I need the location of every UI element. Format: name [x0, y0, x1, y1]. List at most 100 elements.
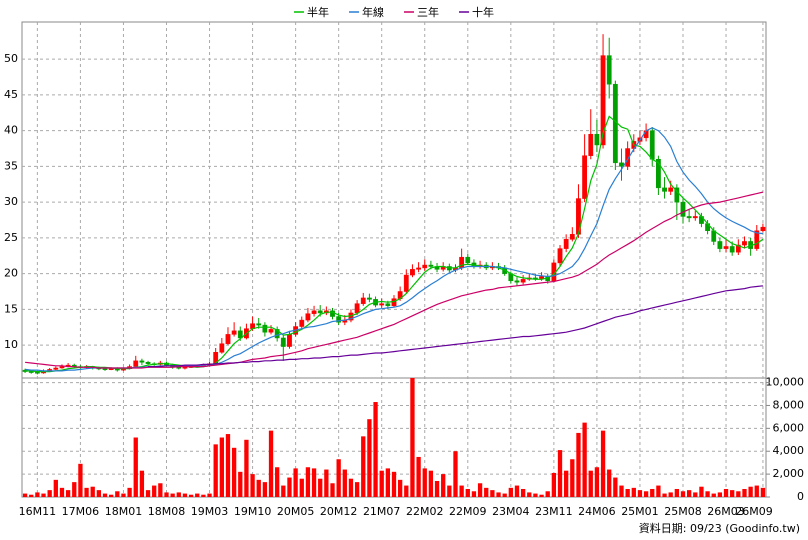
x-tick-label: 19M03: [191, 505, 229, 518]
candle-body: [717, 241, 723, 249]
ma-line: [148, 285, 763, 368]
volume-bar: [527, 492, 532, 497]
volume-bar: [59, 487, 65, 497]
candle-body: [465, 256, 471, 264]
volume-bar: [293, 468, 298, 497]
candle-body: [754, 230, 760, 249]
volume-bar: [742, 488, 747, 497]
x-tick-label: 20M05: [277, 505, 315, 518]
candle-body: [674, 187, 680, 203]
candle-body: [563, 239, 569, 249]
volume-bar: [145, 490, 151, 497]
candle-body: [139, 360, 145, 363]
x-tick-label: 18M08: [148, 505, 186, 518]
legend-label: 半年: [307, 5, 329, 19]
volume-bar: [275, 467, 280, 497]
volume-bar: [613, 477, 618, 497]
candle-body: [655, 159, 661, 189]
volume-bar: [133, 437, 138, 497]
volume-bar: [336, 459, 341, 497]
volume-bar: [699, 486, 704, 497]
volume-bar: [588, 470, 593, 497]
volume-bar: [354, 482, 360, 497]
volume-bar: [717, 492, 723, 497]
volume-bar: [318, 478, 323, 497]
volume-bar: [428, 470, 434, 497]
candle-body: [514, 280, 520, 283]
volume-bar: [373, 402, 378, 497]
y-tick-label: 10: [4, 338, 18, 351]
volume-bar: [287, 477, 292, 497]
price-panel: [21, 21, 767, 379]
candle-body: [680, 201, 686, 217]
x-tick-label: 21M07: [363, 505, 401, 518]
candle-body: [133, 360, 139, 367]
candle-body: [336, 316, 342, 323]
volume-bar: [29, 494, 34, 497]
candle-body: [692, 216, 698, 219]
volume-bar: [656, 485, 661, 497]
volume-bar: [686, 490, 692, 497]
volume-bar: [453, 451, 458, 497]
candle-body: [299, 319, 305, 327]
volume-bar: [182, 493, 188, 497]
volume-bar: [231, 447, 237, 497]
volume-bar: [416, 456, 421, 497]
volume-bar: [281, 485, 286, 497]
candle-body: [360, 297, 366, 304]
y-tick-label: 50: [4, 52, 18, 65]
x-tick-label: 26M09: [735, 505, 773, 518]
volume-bar: [650, 488, 655, 497]
volume-bar: [72, 482, 77, 497]
volume-bar: [748, 486, 753, 497]
candle-body: [428, 264, 434, 267]
volume-bar: [508, 487, 513, 497]
volume-bar: [305, 467, 311, 497]
volume-bar: [643, 491, 649, 497]
candle-body: [256, 323, 262, 326]
volume-bar: [607, 469, 612, 497]
volume-bar: [262, 482, 268, 497]
volume-bar: [496, 492, 501, 497]
y2-tick-label: 8,000: [773, 398, 805, 411]
candle-body: [145, 362, 151, 364]
volume-bar: [680, 491, 686, 497]
x-tick-label: 23M04: [492, 505, 530, 518]
volume-bar: [520, 488, 526, 497]
volume-bar: [459, 485, 464, 497]
candle-body: [723, 246, 729, 249]
volume-bar: [225, 434, 231, 497]
volume-bar: [502, 493, 507, 497]
volume-bar: [582, 422, 587, 497]
volume-bar: [65, 490, 71, 497]
candle-body: [317, 310, 323, 314]
candle-body: [274, 329, 280, 339]
x-tick-label: 25M08: [664, 505, 702, 518]
volume-bar: [115, 491, 120, 497]
volume-bar: [619, 485, 624, 497]
candle-body: [403, 274, 409, 292]
volume-bar: [164, 492, 169, 497]
volume-bar: [594, 467, 600, 497]
x-tick-label: 23M11: [535, 505, 573, 518]
volume-bar: [693, 492, 698, 497]
volume-bar: [170, 493, 175, 497]
candle-body: [569, 234, 575, 240]
candle-body: [182, 367, 188, 369]
volume-bar: [195, 493, 200, 497]
volume-bar: [441, 474, 446, 497]
candle-body: [729, 246, 735, 253]
volume-bar: [348, 478, 354, 497]
volume-bar: [570, 459, 575, 497]
volume-bar: [631, 487, 636, 497]
candle-body: [582, 155, 588, 199]
volume-bar: [760, 487, 766, 497]
volume-bar: [238, 471, 243, 497]
y2-tick-label: 0: [797, 490, 804, 503]
x-tick-label: 20M12: [320, 505, 358, 518]
candle-body: [594, 133, 600, 146]
volume-bar: [41, 493, 46, 497]
volume-bar: [477, 483, 483, 497]
x-tick-label: 25M01: [621, 505, 659, 518]
